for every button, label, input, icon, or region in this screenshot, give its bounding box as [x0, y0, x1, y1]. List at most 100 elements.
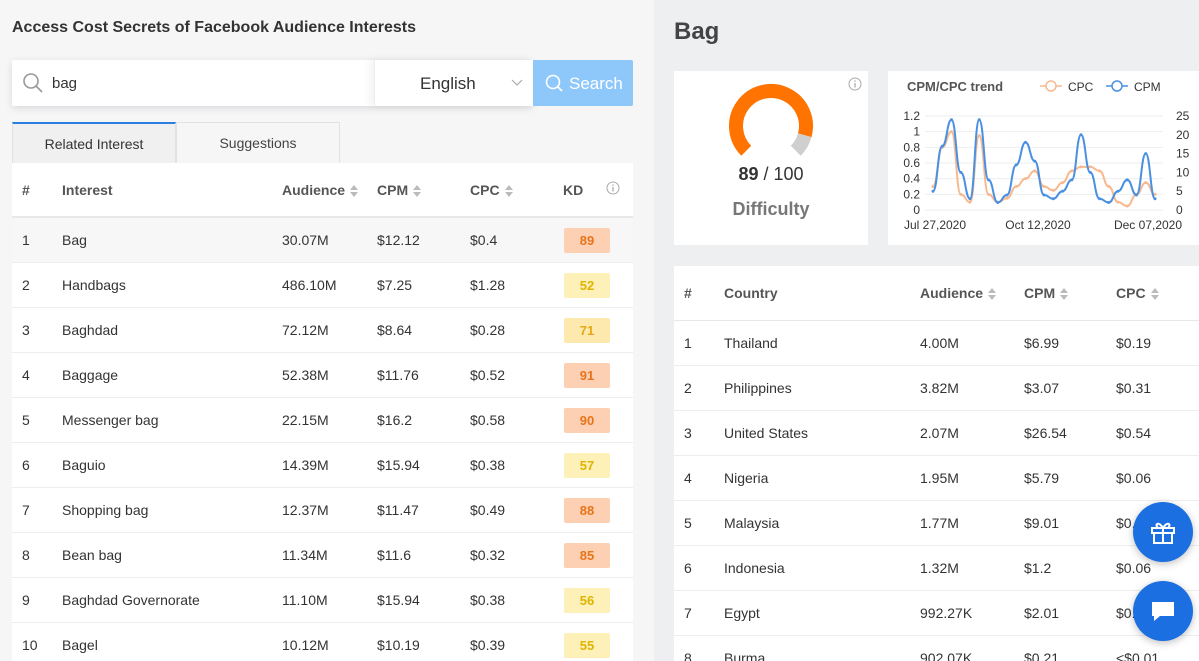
data-point: [959, 170, 963, 174]
cell-num: 6: [684, 560, 692, 576]
data-point: [977, 134, 981, 138]
cell-cpc: $0.06: [1116, 470, 1152, 486]
tab-related-interest[interactable]: Related Interest: [12, 122, 176, 163]
info-icon[interactable]: [606, 181, 620, 195]
info-icon[interactable]: [848, 77, 862, 91]
kd-badge: 71: [564, 318, 610, 343]
sort-icon: [988, 288, 997, 301]
difficulty-score: 89 / 100: [674, 164, 868, 185]
cell-cpm: $9.01: [1024, 515, 1060, 531]
data-point: [940, 144, 944, 148]
y-right-tick-label: 20: [1176, 128, 1190, 142]
sort-icon: [504, 185, 513, 198]
y-left-tick-label: 0.8: [903, 140, 920, 154]
cell-num: 4: [22, 367, 30, 383]
cell-num: 3: [22, 322, 30, 338]
data-point: [1153, 197, 1157, 201]
table-row[interactable]: 5 Messenger bag 22.15M $16.2 $0.58 90: [12, 398, 633, 443]
y-left-tick-label: 0.2: [903, 187, 920, 201]
table-row[interactable]: 10 Bagel 10.12M $10.19 $0.39 55: [12, 623, 633, 661]
cell-cpc: $0.52: [470, 367, 506, 383]
data-point: [950, 118, 953, 122]
cell-cpc: $0.: [1116, 605, 1136, 621]
table-row[interactable]: 2 Handbags 486.10M $7.25 $1.28 52: [12, 263, 633, 308]
header-cpc[interactable]: CPC: [470, 182, 513, 198]
header-cpm[interactable]: CPM: [377, 182, 422, 198]
header-country: Country: [724, 285, 778, 301]
table-header: # Interest Audience CPM CPC KD: [12, 163, 633, 218]
cell-interest[interactable]: Bag: [62, 232, 87, 248]
legend-label: CPM: [1134, 80, 1161, 94]
gift-button[interactable]: [1133, 502, 1193, 562]
legend-marker: [1111, 80, 1123, 92]
table-row[interactable]: 6 Baguio 14.39M $15.94 $0.38 57: [12, 443, 633, 488]
cell-interest[interactable]: Baggage: [62, 367, 119, 383]
chevron-down-icon: [511, 79, 523, 86]
cell-num: 10: [22, 637, 38, 653]
language-select[interactable]: English: [374, 60, 533, 106]
cell-cpc: $0.58: [470, 412, 506, 428]
chart-title: CPM/CPC trend: [907, 79, 1004, 94]
table-row[interactable]: 7 Shopping bag 12.37M $11.47 $0.49 88: [12, 488, 633, 533]
page-title: Access Cost Secrets of Facebook Audience…: [12, 19, 416, 36]
tab-suggestions[interactable]: Suggestions: [176, 122, 340, 163]
header-audience[interactable]: Audience: [920, 285, 997, 301]
cell-audience: 1.32M: [920, 560, 959, 576]
table-row: 2 Philippines 3.82M $3.07 $0.31: [674, 366, 1199, 411]
header-cpm[interactable]: CPM: [1024, 285, 1069, 301]
table-row[interactable]: 8 Bean bag 11.34M $11.6 $0.32 85: [12, 533, 633, 578]
cell-num: 1: [684, 335, 692, 351]
data-point: [1042, 185, 1046, 188]
cell-cpc: $0.38: [470, 592, 506, 608]
table-row[interactable]: 4 Baggage 52.38M $11.76 $0.52 91: [12, 353, 633, 398]
kd-badge: 55: [564, 633, 610, 658]
data-point: [1125, 178, 1129, 182]
search-button[interactable]: Search: [533, 60, 633, 106]
cell-cpc: $1.28: [470, 277, 506, 293]
cell-audience: 4.00M: [920, 335, 959, 351]
table-row[interactable]: 3 Baghdad 72.12M $8.64 $0.28 71: [12, 308, 633, 353]
cell-cpm: $6.99: [1024, 335, 1060, 351]
cell-cpm: $11.76: [377, 367, 419, 383]
gift-icon: [1151, 522, 1175, 544]
cell-interest[interactable]: Shopping bag: [62, 502, 149, 518]
cell-audience: 72.12M: [282, 322, 329, 338]
cell-num: 5: [22, 412, 30, 428]
y-right-tick-label: 15: [1176, 147, 1190, 161]
cell-interest[interactable]: Baguio: [62, 457, 106, 473]
data-point: [1125, 204, 1129, 208]
cell-interest[interactable]: Messenger bag: [62, 412, 159, 428]
data-point: [1024, 140, 1027, 144]
data-point: [977, 118, 981, 122]
search-icon: [23, 73, 43, 93]
header-audience[interactable]: Audience: [282, 182, 359, 198]
cell-interest[interactable]: Baghdad Governorate: [62, 592, 200, 608]
x-tick-label: Oct 12,2020: [1005, 218, 1071, 232]
cell-audience: 52.38M: [282, 367, 329, 383]
cell-interest[interactable]: Bean bag: [62, 547, 122, 563]
cell-cpc: $0.31: [1116, 380, 1152, 396]
header-cpc[interactable]: CPC: [1116, 285, 1159, 301]
data-point: [1107, 185, 1111, 188]
table-row: 3 United States 2.07M $26.54 $0.54: [674, 411, 1199, 456]
table-row[interactable]: 9 Baghdad Governorate 11.10M $15.94 $0.38 56: [12, 578, 633, 623]
interest-table: # Interest Audience CPM CPC KD 1 Bag 30.07…: [12, 163, 633, 661]
y-left-tick-label: 0.6: [903, 156, 920, 170]
table-row[interactable]: 1 Bag 30.07M $12.12 $0.4 89: [12, 218, 633, 263]
left-panel: Access Cost Secrets of Facebook Audience…: [12, 19, 633, 661]
y-left-tick-label: 0: [913, 203, 920, 217]
cell-interest[interactable]: Baghdad: [62, 322, 119, 338]
cell-country: United States: [724, 425, 809, 441]
chat-button[interactable]: [1133, 581, 1193, 641]
search-input[interactable]: [52, 60, 372, 106]
cell-num: 2: [22, 277, 30, 293]
cell-interest[interactable]: Handbags: [62, 277, 126, 293]
cell-interest[interactable]: Bagel: [62, 637, 98, 653]
score-value: 89: [738, 164, 759, 184]
data-point: [1135, 193, 1138, 197]
trend-card: CPM/CPC trend 1.2 1 0.8 0.6 0.4 0.2 0 25 20 15 10 5…: [888, 71, 1199, 245]
cell-cpm: $15.94: [377, 457, 420, 473]
data-point: [1061, 181, 1064, 185]
kd-badge: 57: [564, 453, 610, 478]
